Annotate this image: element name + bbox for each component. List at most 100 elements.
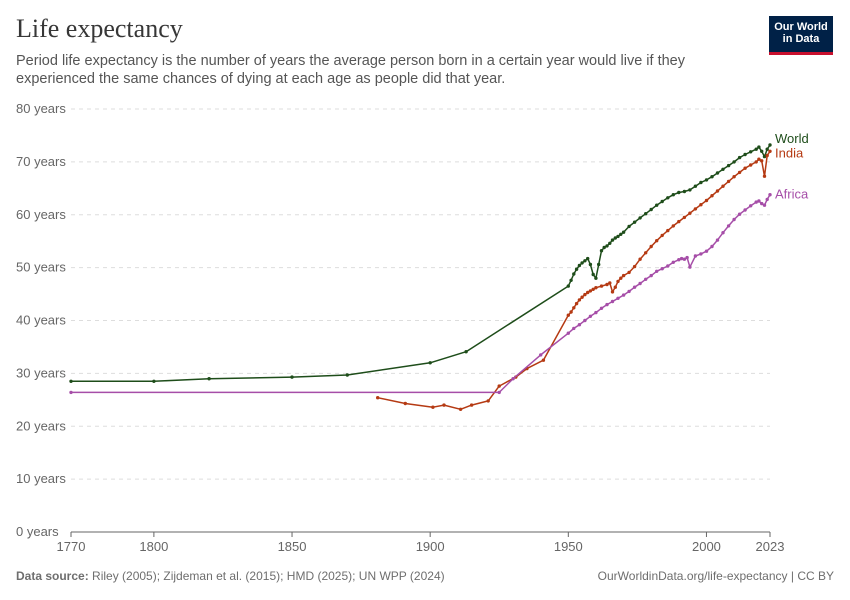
data-point-africa[interactable]	[726, 224, 731, 228]
data-point-africa[interactable]	[682, 257, 687, 261]
data-point-world[interactable]	[660, 199, 664, 204]
data-point-india[interactable]	[621, 273, 626, 278]
data-point-world[interactable]	[638, 216, 642, 220]
data-point-india[interactable]	[610, 290, 615, 294]
data-point-africa[interactable]	[638, 281, 642, 286]
data-point-africa[interactable]	[715, 238, 720, 242]
data-point-india[interactable]	[655, 239, 659, 243]
data-point-india[interactable]	[644, 251, 648, 255]
data-point-india[interactable]	[682, 215, 687, 220]
data-point-africa[interactable]	[685, 255, 689, 260]
data-point-india[interactable]	[619, 276, 623, 280]
data-point-india[interactable]	[737, 170, 742, 175]
data-point-world[interactable]	[597, 262, 601, 267]
data-point-world[interactable]	[566, 284, 570, 288]
data-point-india[interactable]	[577, 298, 582, 302]
data-point-africa[interactable]	[577, 323, 582, 327]
data-point-world[interactable]	[666, 196, 670, 200]
data-point-africa[interactable]	[677, 258, 681, 262]
data-point-africa[interactable]	[737, 212, 742, 216]
data-point-africa[interactable]	[583, 318, 587, 323]
data-point-india[interactable]	[403, 401, 407, 406]
data-point-africa[interactable]	[768, 193, 772, 197]
series-line-india[interactable]	[377, 150, 771, 411]
data-point-world[interactable]	[616, 234, 620, 239]
data-point-india[interactable]	[743, 166, 747, 170]
data-point-india[interactable]	[541, 358, 546, 362]
data-point-india[interactable]	[666, 228, 670, 233]
data-point-africa[interactable]	[666, 264, 670, 268]
data-point-africa[interactable]	[599, 306, 604, 310]
data-point-india[interactable]	[458, 407, 463, 411]
data-point-africa[interactable]	[679, 256, 684, 261]
source-link[interactable]: OurWorldinData.org/life-expectancy | CC …	[597, 569, 834, 583]
data-point-africa[interactable]	[688, 265, 692, 269]
data-point-world[interactable]	[577, 263, 582, 268]
data-point-world[interactable]	[704, 178, 709, 182]
data-point-africa[interactable]	[69, 390, 73, 395]
data-point-india[interactable]	[677, 219, 681, 224]
owid-logo[interactable]: Our World in Data	[769, 16, 833, 55]
data-point-africa[interactable]	[588, 314, 593, 318]
data-point-africa[interactable]	[610, 299, 615, 304]
data-point-world[interactable]	[610, 238, 615, 242]
data-point-world[interactable]	[619, 232, 623, 236]
data-point-india[interactable]	[574, 301, 579, 306]
data-point-india[interactable]	[754, 160, 758, 164]
data-point-world[interactable]	[649, 207, 653, 212]
data-point-world[interactable]	[599, 249, 604, 253]
data-point-india[interactable]	[442, 403, 446, 407]
data-point-india[interactable]	[566, 313, 570, 317]
data-point-india[interactable]	[762, 174, 767, 178]
data-point-world[interactable]	[572, 272, 576, 276]
series-line-africa[interactable]	[71, 194, 771, 394]
data-point-africa[interactable]	[743, 208, 747, 212]
data-point-world[interactable]	[677, 190, 681, 195]
data-point-world[interactable]	[574, 267, 579, 271]
data-point-india[interactable]	[583, 292, 587, 297]
data-point-world[interactable]	[760, 149, 764, 153]
data-point-world[interactable]	[591, 272, 595, 277]
data-point-africa[interactable]	[605, 302, 609, 307]
data-point-world[interactable]	[583, 259, 587, 263]
data-point-africa[interactable]	[655, 269, 659, 273]
data-point-india[interactable]	[660, 233, 664, 238]
data-point-india[interactable]	[594, 286, 598, 290]
data-point-world[interactable]	[569, 278, 573, 282]
data-point-africa[interactable]	[627, 289, 631, 294]
data-point-india[interactable]	[693, 207, 698, 211]
data-point-africa[interactable]	[704, 249, 709, 253]
data-point-world[interactable]	[290, 375, 294, 379]
data-point-world[interactable]	[632, 220, 637, 224]
data-point-world[interactable]	[693, 184, 698, 188]
data-point-india[interactable]	[732, 175, 736, 179]
data-point-africa[interactable]	[616, 296, 620, 300]
data-point-india[interactable]	[627, 270, 631, 275]
data-point-africa[interactable]	[511, 377, 515, 381]
data-point-world[interactable]	[207, 377, 211, 381]
data-point-world[interactable]	[655, 203, 659, 207]
data-point-world[interactable]	[602, 245, 606, 250]
data-point-world[interactable]	[69, 379, 73, 383]
data-point-world[interactable]	[152, 379, 156, 383]
data-point-india[interactable]	[638, 257, 642, 261]
data-point-india[interactable]	[497, 384, 501, 388]
data-point-india[interactable]	[616, 279, 620, 284]
data-point-world[interactable]	[580, 261, 584, 265]
data-point-india[interactable]	[749, 163, 753, 167]
data-point-india[interactable]	[765, 153, 769, 158]
data-point-africa[interactable]	[621, 293, 626, 297]
data-point-world[interactable]	[721, 167, 725, 171]
data-point-india[interactable]	[376, 396, 380, 400]
data-point-africa[interactable]	[765, 197, 769, 202]
data-point-india[interactable]	[715, 189, 720, 193]
data-point-africa[interactable]	[644, 277, 648, 281]
data-point-india[interactable]	[768, 149, 772, 153]
data-point-world[interactable]	[345, 373, 349, 377]
data-point-world[interactable]	[762, 154, 767, 159]
data-point-india[interactable]	[586, 290, 590, 295]
data-point-world[interactable]	[749, 150, 753, 154]
data-point-world[interactable]	[613, 236, 617, 240]
data-point-world[interactable]	[627, 224, 631, 229]
data-point-world[interactable]	[671, 193, 675, 197]
